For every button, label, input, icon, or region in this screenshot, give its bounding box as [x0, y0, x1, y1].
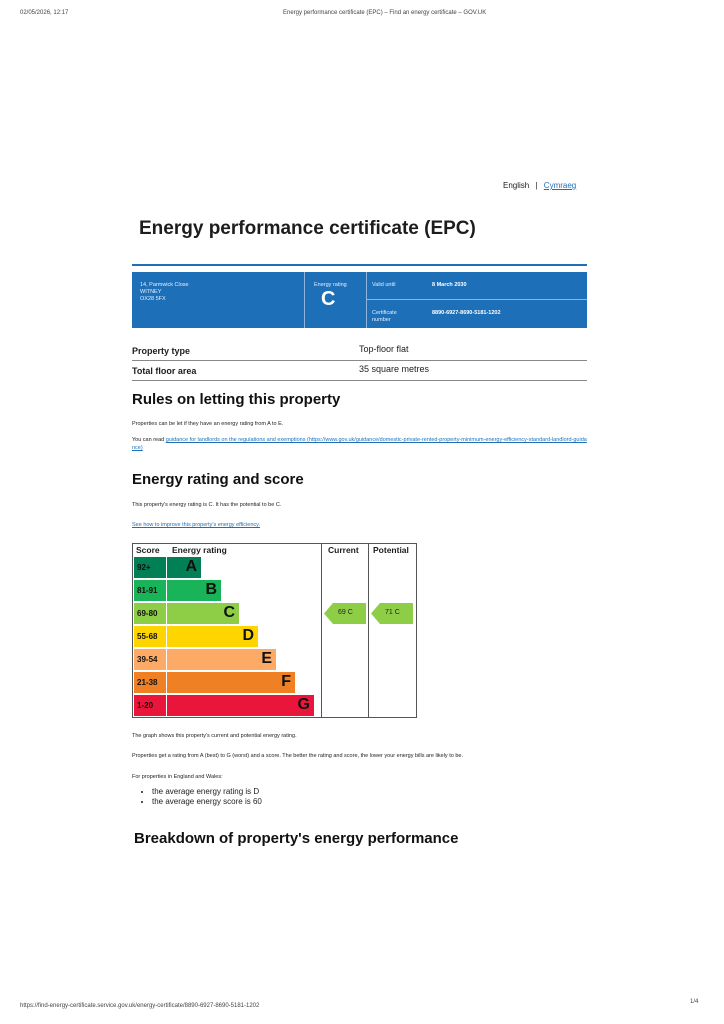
- score-range: 92+: [137, 563, 151, 572]
- current-arrow: 69 C: [324, 603, 366, 624]
- certificate-label: Certificate number: [372, 310, 397, 323]
- rating-bar: F: [167, 672, 295, 693]
- paragraph: The graph shows this property's current …: [132, 733, 297, 739]
- score-range: 55-68: [137, 632, 158, 641]
- score-cell: 69-80: [134, 603, 166, 624]
- text: You can read: [132, 437, 165, 443]
- address-line: 14, Parmwick Close: [140, 282, 189, 288]
- divider: [304, 272, 305, 328]
- score-cell: 1-20: [134, 695, 166, 716]
- rating-bar: B: [167, 580, 221, 601]
- improve-link[interactable]: See how to improve this property's energ…: [132, 522, 261, 528]
- rating-letter: B: [205, 581, 217, 598]
- property-row: Property type Top-floor flat: [132, 341, 587, 361]
- property-row: Total floor area 35 square metres: [132, 361, 587, 381]
- address-line: WITNEY: [140, 289, 162, 295]
- rating-chart: Score Energy rating Current Potential 92…: [132, 543, 417, 718]
- divider: [366, 299, 587, 300]
- paragraph: Properties can be let if they have an en…: [132, 421, 284, 427]
- rating-bar: A: [167, 557, 201, 578]
- rating-letter: G: [297, 696, 310, 713]
- column-header: Potential: [373, 545, 409, 555]
- property-key: Total floor area: [132, 366, 197, 376]
- language-switch: English | Cymraeg: [503, 181, 576, 190]
- score-range: 21-38: [137, 678, 158, 687]
- column-line: [321, 544, 322, 717]
- valid-label: Valid until: [372, 282, 396, 288]
- arrow-label: 69 C: [338, 609, 353, 616]
- certificate-number: 8890-6927-8690-5181-1202: [432, 310, 501, 316]
- rating-bar: E: [167, 649, 276, 670]
- list-item: the average energy score is 60: [152, 797, 262, 807]
- rating-label: Energy rating: [314, 282, 347, 288]
- arrow-label: 71 C: [385, 609, 400, 616]
- score-range: 39-54: [137, 655, 158, 664]
- score-cell: 39-54: [134, 649, 166, 670]
- lang-welsh[interactable]: Cymraeg: [543, 181, 577, 190]
- rating-bar: D: [167, 626, 258, 647]
- arrow-shape: [371, 603, 413, 624]
- rating-bar: C: [167, 603, 239, 624]
- property-value: Top-floor flat: [359, 344, 409, 354]
- heading: Breakdown of property's energy performan…: [134, 830, 459, 847]
- rating-letter: C: [223, 604, 235, 621]
- print-url: https://find-energy-certificate.service.…: [20, 1003, 260, 1009]
- column-header: Current: [328, 545, 359, 555]
- score-range: 69-80: [137, 609, 158, 618]
- rule: [132, 264, 587, 266]
- column-header: Score: [136, 545, 160, 555]
- rating-bar: G: [167, 695, 314, 716]
- lang-separator: |: [535, 181, 538, 190]
- list-item: the average energy rating is D: [152, 787, 262, 797]
- arrow-shape: [324, 603, 366, 624]
- rating-letter: F: [281, 673, 291, 690]
- score-range: 81-91: [137, 586, 158, 595]
- rating-letter: E: [261, 650, 272, 667]
- column-header: Energy rating: [172, 545, 227, 555]
- property-key: Property type: [132, 346, 191, 356]
- rating: C: [321, 288, 336, 310]
- score-cell: 55-68: [134, 626, 166, 647]
- guidance-link[interactable]: guidance for landlords on the regulation…: [132, 437, 587, 451]
- score-cell: 21-38: [134, 672, 166, 693]
- lang-english: English: [503, 181, 530, 190]
- divider: [366, 272, 367, 328]
- paragraph: For properties in England and Wales:: [132, 774, 223, 780]
- paragraph: Properties get a rating from A (best) to…: [132, 753, 463, 759]
- column-line: [368, 544, 369, 717]
- score-range: 1-20: [137, 701, 154, 710]
- score-cell: 92+: [134, 557, 166, 578]
- address-line: OX28 5FX: [140, 296, 166, 302]
- page-title: Energy performance certificate (EPC): [139, 218, 476, 239]
- valid-until: 8 March 2030: [432, 282, 467, 288]
- paragraph: You can read guidance for landlords on t…: [132, 436, 587, 452]
- score-cell: 81-91: [134, 580, 166, 601]
- rating-letter: D: [242, 627, 254, 644]
- rating-letter: A: [185, 558, 197, 575]
- address: 14, Parmwick Close WITNEY OX28 5FX: [140, 282, 189, 303]
- average-list: the average energy rating is D the avera…: [132, 787, 262, 807]
- heading: Energy rating and score: [132, 471, 304, 488]
- print-page: 1/4: [690, 999, 699, 1005]
- heading: Rules on letting this property: [132, 391, 341, 408]
- potential-arrow: 71 C: [371, 603, 413, 624]
- print-datetime: 02/05/2026, 12:17: [20, 10, 69, 16]
- property-value: 35 square metres: [359, 364, 430, 374]
- paragraph: This property's energy rating is C. It h…: [132, 502, 282, 508]
- print-title: Energy performance certificate (EPC) – F…: [283, 10, 487, 16]
- summary-box: 14, Parmwick Close WITNEY OX28 5FX Energ…: [132, 272, 587, 328]
